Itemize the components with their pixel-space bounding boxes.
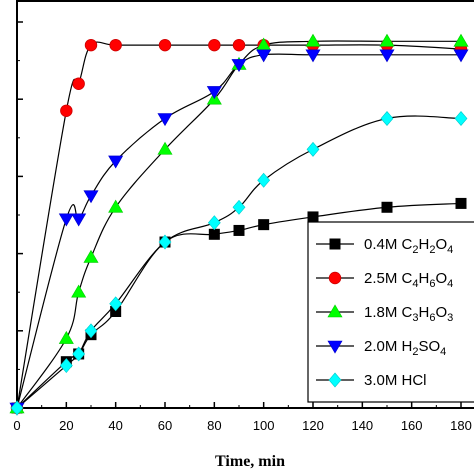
data-point — [455, 197, 467, 209]
series-markers — [9, 33, 469, 416]
data-point — [60, 104, 73, 117]
legend-box — [307, 221, 474, 403]
legend-marker — [328, 372, 342, 388]
data-point — [258, 219, 270, 231]
legend-label: 0.4M C2H2O4 — [364, 236, 453, 256]
data-point — [306, 141, 320, 157]
legend-marker — [328, 271, 342, 285]
data-point — [305, 49, 321, 63]
data-point — [59, 358, 73, 374]
data-point — [83, 190, 99, 204]
data-point — [232, 38, 246, 52]
data-point — [380, 111, 394, 126]
data-point — [207, 215, 221, 231]
data-point — [231, 59, 247, 73]
data-point — [379, 49, 395, 63]
data-point — [84, 323, 98, 339]
plot-area-border — [16, 0, 474, 409]
data-point — [454, 111, 468, 126]
data-point — [305, 33, 321, 47]
x-tick-label: 180 — [450, 418, 472, 433]
data-point — [208, 228, 220, 240]
data-point — [233, 224, 245, 236]
data-point — [256, 49, 272, 63]
data-point — [58, 330, 74, 344]
legend-label: 1.8M C3H6O3 — [364, 304, 453, 324]
data-point — [157, 113, 173, 127]
data-point — [58, 213, 74, 227]
legend-label: 2.5M C4H6O4 — [364, 270, 453, 290]
legend-label: 3.0M HCl — [364, 372, 427, 389]
x-tick-label: 20 — [59, 418, 73, 433]
x-tick-label: 100 — [253, 418, 275, 433]
data-point — [158, 234, 172, 250]
data-point — [83, 249, 99, 263]
data-point — [71, 284, 87, 298]
x-tick-label: 80 — [207, 418, 221, 433]
data-point — [232, 199, 246, 215]
data-point — [307, 211, 319, 223]
data-point — [71, 213, 87, 227]
legend-marker — [329, 238, 341, 250]
x-tick-label: 160 — [401, 418, 423, 433]
data-point — [10, 400, 24, 416]
x-tick-label: 0 — [13, 418, 20, 433]
data-point — [157, 141, 173, 155]
plot-frame — [16, 0, 474, 409]
data-point — [72, 346, 86, 362]
data-point — [206, 86, 222, 100]
x-tick-label: 140 — [351, 418, 373, 433]
data-point — [109, 296, 123, 312]
data-point — [108, 155, 124, 169]
x-axis-title: Time, min — [215, 453, 285, 470]
legend-label: 2.0M H2SO4 — [364, 338, 446, 358]
legend: 0.4M C2H2O4 2.5M C4H6O4 1.8M C3H6O3 2.0M H2… — [307, 221, 474, 403]
legend-marker — [327, 304, 343, 318]
legend-marker — [327, 340, 343, 354]
data-point — [381, 201, 393, 213]
data-point — [158, 38, 172, 52]
series-5-markers — [10, 111, 468, 416]
axis-ticks: 0 20 40 60 80 100 120 140 160 180 — [13, 21, 472, 433]
data-point — [453, 33, 469, 47]
data-point — [257, 172, 271, 188]
series-line-3 — [16, 40, 461, 409]
x-tick-label: 40 — [108, 418, 122, 433]
x-tick-label: 60 — [158, 418, 172, 433]
data-point — [84, 38, 98, 52]
data-point — [72, 77, 85, 90]
data-point — [208, 38, 221, 52]
data-point — [379, 33, 395, 47]
data-point — [108, 199, 124, 213]
data-point — [109, 38, 122, 52]
data-point — [453, 49, 469, 63]
x-tick-label: 120 — [302, 418, 324, 433]
